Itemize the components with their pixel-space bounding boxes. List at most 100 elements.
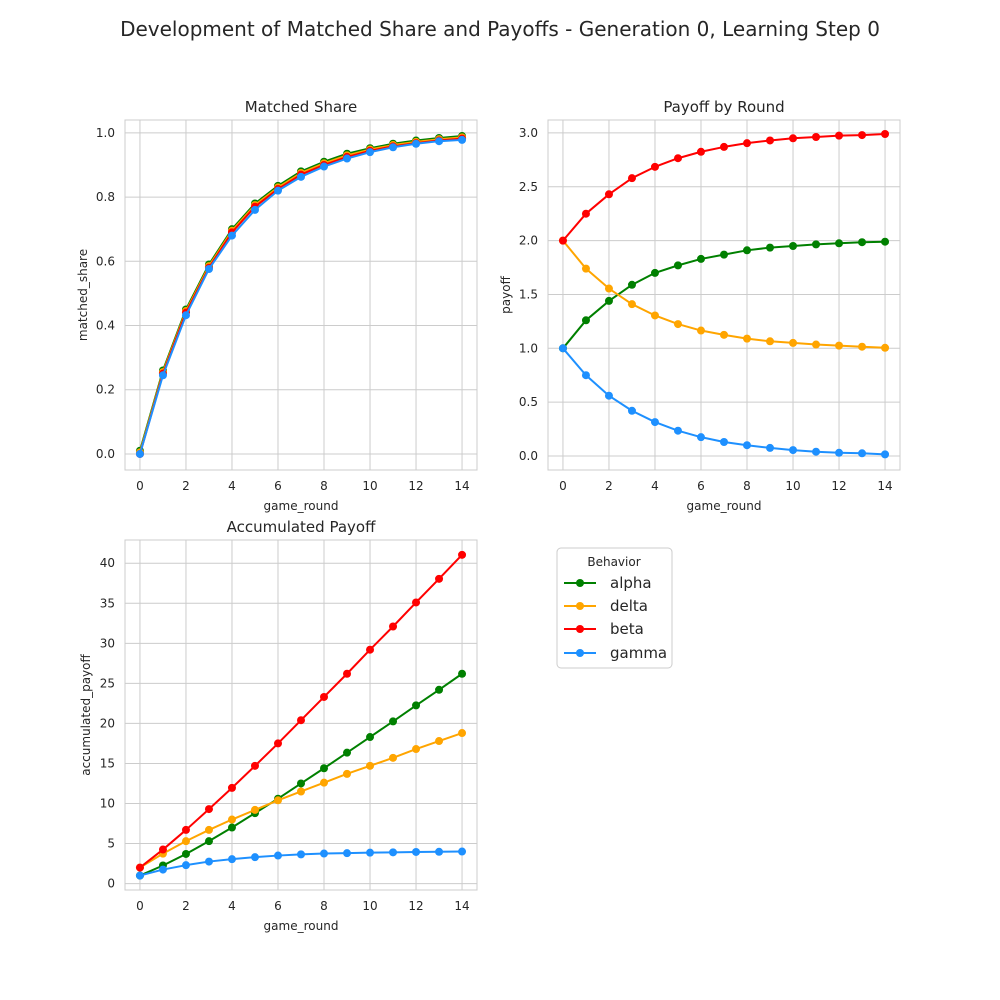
legend: Behavior alpha delta beta gamma (556, 547, 673, 669)
chart-accumulated-payoff: 0 2 4 6 8 10 12 14 0 5 10 15 20 25 30 35 40 Accumulated P… (79, 518, 478, 933)
chart3-xtick-label: 6 (274, 899, 282, 913)
chart2-point-delta (789, 338, 798, 347)
chart2-point-beta (766, 136, 775, 145)
chart1-xtick-label: 2 (182, 479, 190, 493)
chart2-point-alpha (766, 243, 775, 252)
chart3-frame (124, 539, 478, 891)
chart2-ylabel: payoff (499, 275, 513, 313)
chart2-point-beta (720, 142, 728, 151)
chart3-point-delta (412, 745, 421, 754)
chart1-point-gamma (250, 205, 259, 214)
chart2-point-delta (743, 334, 752, 343)
chart2-point-alpha (881, 237, 890, 246)
chart3-xtick-label: 8 (320, 899, 328, 913)
chart3-point-gamma (181, 861, 190, 870)
chart3-xlabel: game_round (264, 919, 339, 933)
chart1-xtick-label: 6 (274, 479, 282, 493)
chart2-point-gamma (858, 449, 867, 458)
chart3-point-beta (204, 805, 213, 814)
chart2-xtick-label: 0 (559, 479, 567, 493)
chart2-ytick-label: 2.0 (519, 234, 538, 248)
chart2-point-beta (627, 174, 636, 183)
chart2-xtick-label: 14 (877, 479, 892, 493)
chart2-title: Payoff by Round (663, 98, 784, 116)
chart1-point-gamma (297, 172, 305, 181)
chart3-point-alpha (181, 849, 190, 858)
chart2-xtick-label: 8 (743, 479, 751, 493)
chart3-xtick-label: 14 (454, 899, 469, 913)
chart3-point-gamma (366, 848, 375, 857)
chart1-ytick-label: 0.4 (96, 319, 115, 333)
chart3-point-alpha (458, 669, 467, 678)
chart3-point-beta (343, 669, 352, 678)
chart3-point-alpha (320, 764, 329, 773)
chart2-point-gamma (720, 438, 728, 446)
chart2-point-delta (604, 284, 613, 293)
chart2-point-beta (604, 190, 613, 199)
chart3-xtick-label: 4 (228, 899, 236, 913)
chart2-point-delta (766, 337, 775, 346)
legend-label-delta: delta (610, 597, 648, 615)
legend-title: Behavior (587, 555, 640, 569)
chart2-point-delta (627, 300, 636, 309)
chart1-ytick-label: 0.8 (96, 190, 115, 204)
chart2-point-alpha (789, 242, 798, 250)
chart3-point-delta (435, 737, 444, 746)
chart3-point-beta (389, 622, 398, 631)
chart3-point-beta (273, 739, 282, 748)
chart3-xtick-label: 10 (362, 899, 377, 913)
chart2-point-gamma (835, 448, 844, 457)
chart1-title: Matched Share (245, 98, 358, 116)
chart3-point-gamma (297, 850, 305, 859)
chart3-ytick-label: 40 (100, 556, 115, 570)
chart3-point-gamma (227, 855, 236, 864)
chart2-point-alpha (835, 239, 844, 248)
chart2-point-alpha (812, 240, 821, 249)
chart3-point-gamma (320, 849, 329, 858)
chart2-ytick-label: 1.5 (519, 287, 538, 301)
chart3-point-delta (273, 796, 282, 805)
chart1-ytick-label: 0.2 (96, 383, 115, 397)
chart3-point-alpha (297, 779, 305, 788)
chart3-point-delta (343, 769, 352, 778)
chart1-frame (124, 119, 478, 471)
chart3-point-alpha (412, 701, 421, 710)
chart3-point-delta (204, 825, 213, 834)
chart2-point-delta (812, 340, 821, 349)
chart2-point-delta (881, 343, 890, 352)
chart3-point-beta (435, 574, 444, 583)
chart2-point-alpha (696, 254, 705, 263)
chart3-point-gamma (204, 857, 213, 866)
chart1-point-gamma (227, 231, 236, 240)
chart3-point-beta (181, 825, 190, 834)
chart2-xtick-label: 10 (785, 479, 800, 493)
chart1-xtick-label: 4 (228, 479, 236, 493)
chart2-point-gamma (696, 433, 705, 442)
chart2-ytick-label: 0.5 (519, 395, 538, 409)
chart3-ytick-label: 10 (100, 797, 115, 811)
chart3-point-gamma (458, 847, 467, 856)
chart1-point-gamma (343, 154, 352, 163)
chart3-point-gamma (250, 853, 259, 862)
chart2-point-alpha (720, 250, 728, 259)
chart2-point-alpha (858, 238, 867, 247)
chart3-point-delta (458, 729, 467, 738)
chart1-point-gamma (366, 148, 375, 157)
chart3-point-alpha (204, 837, 213, 846)
chart3-point-beta (320, 692, 329, 701)
chart2-point-delta (581, 264, 590, 273)
chart3-ytick-label: 15 (100, 756, 115, 770)
chart1-xtick-label: 8 (320, 479, 328, 493)
chart2-point-gamma (604, 391, 613, 400)
chart3-point-beta (412, 598, 421, 607)
chart3-point-gamma (343, 849, 352, 858)
chart2-point-gamma (743, 441, 752, 450)
chart1-point-gamma (320, 162, 329, 171)
chart1-point-gamma (412, 139, 421, 148)
chart3-point-alpha (435, 685, 444, 694)
chart3-ytick-label: 35 (100, 596, 115, 610)
chart2-xtick-label: 6 (697, 479, 705, 493)
chart2-point-gamma (812, 447, 821, 456)
chart3-xtick-label: 2 (182, 899, 190, 913)
